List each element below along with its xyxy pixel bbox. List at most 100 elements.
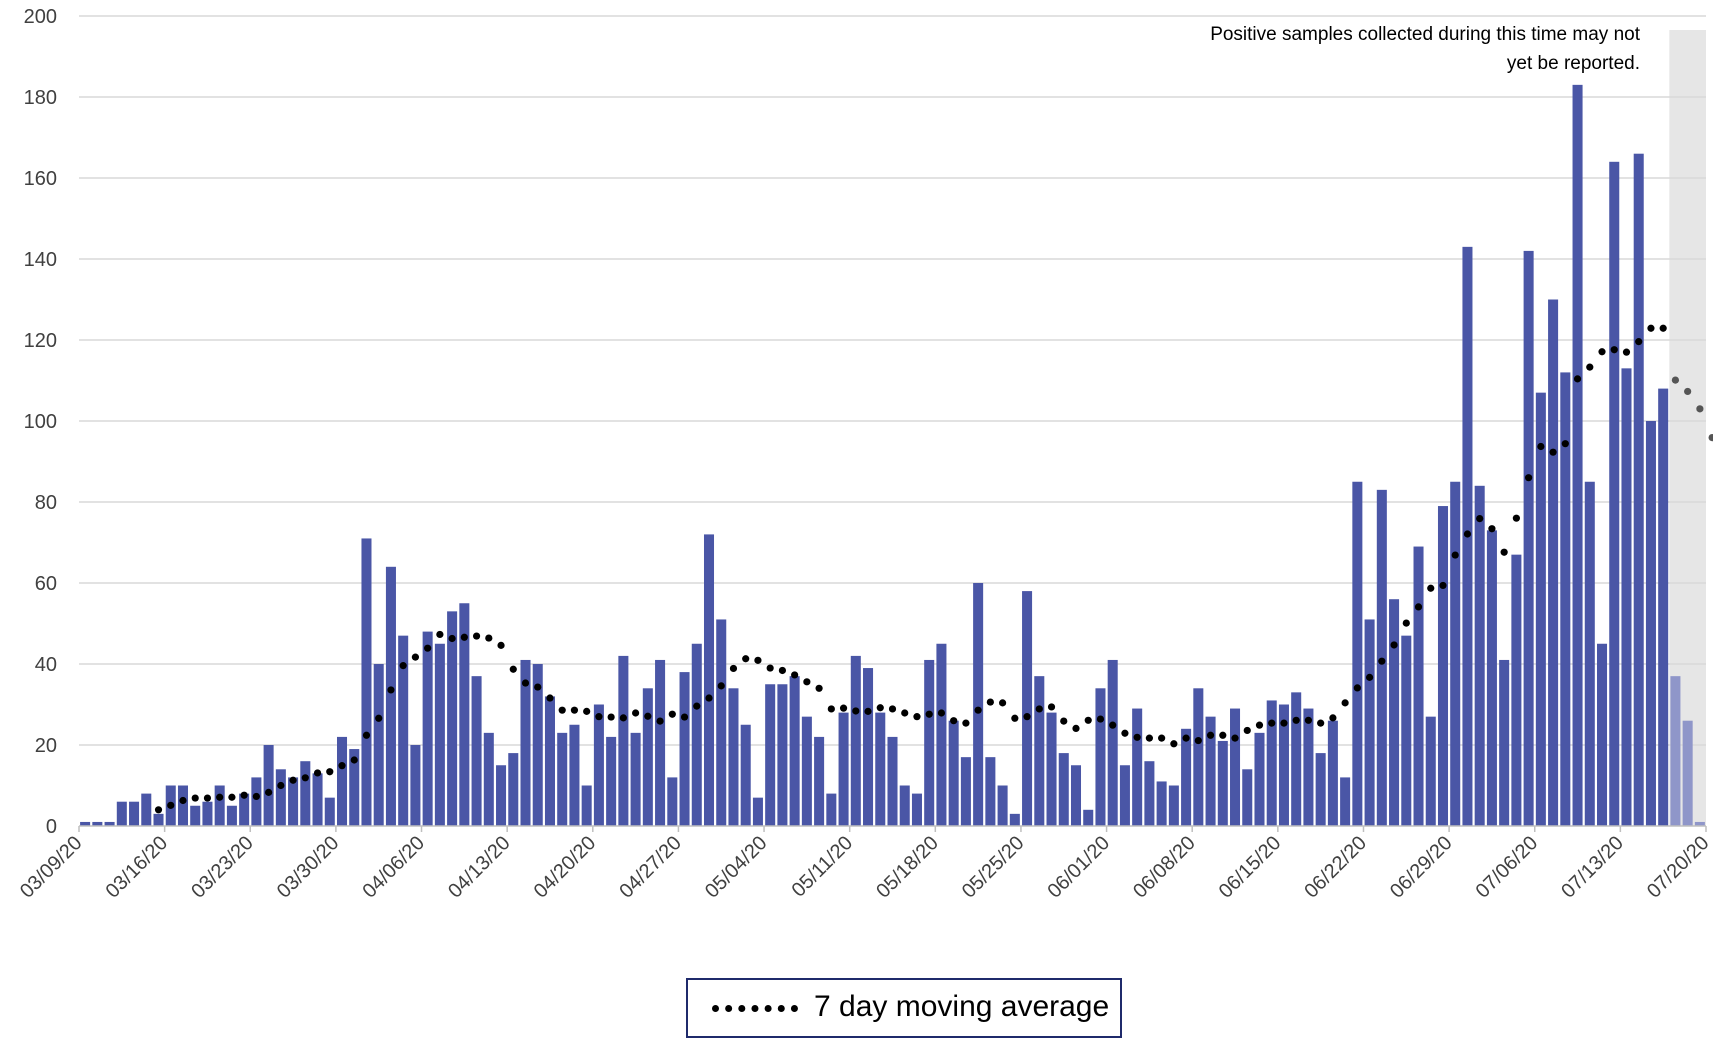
bar — [385, 566, 396, 826]
bar — [740, 724, 751, 826]
moving-average-point — [595, 713, 603, 721]
moving-average-point — [583, 707, 591, 715]
y-tick-label: 200 — [24, 6, 57, 28]
moving-average-point — [1133, 733, 1141, 741]
moving-average-point — [1390, 641, 1398, 649]
legend-label: 7 day moving average — [814, 990, 1110, 1023]
bar — [899, 785, 910, 826]
bar — [1168, 785, 1179, 826]
moving-average-point — [1598, 348, 1606, 356]
moving-average-point — [766, 664, 774, 672]
bar — [936, 643, 947, 826]
moving-average-point — [998, 699, 1007, 707]
bar — [508, 753, 519, 826]
moving-average-point — [668, 710, 676, 718]
bar — [336, 736, 348, 826]
bar — [1009, 813, 1020, 826]
bar — [667, 777, 678, 826]
moving-average-point — [742, 655, 750, 663]
moving-average-point — [1280, 719, 1288, 727]
bar — [459, 603, 470, 826]
bar — [716, 619, 727, 826]
bar — [1597, 643, 1608, 826]
x-tick-label: 05/11/20 — [788, 832, 858, 902]
bar — [777, 684, 788, 826]
moving-average-point — [925, 710, 933, 718]
moving-average-point — [203, 794, 212, 802]
bar — [1242, 769, 1253, 826]
moving-average-point — [1158, 734, 1166, 742]
bar — [655, 659, 666, 826]
moving-average-point — [509, 665, 517, 673]
bar — [1144, 761, 1155, 826]
moving-average-point — [326, 768, 334, 776]
bar — [275, 769, 286, 826]
x-tick-label: 06/01/20 — [1044, 832, 1115, 903]
moving-average-point — [1047, 703, 1056, 711]
moving-average-point — [1622, 348, 1631, 356]
moving-average-point — [1292, 716, 1300, 724]
moving-average-point — [521, 679, 530, 687]
moving-average-point — [436, 630, 444, 639]
moving-average-point — [570, 706, 579, 714]
bar — [141, 793, 152, 826]
x-tick-label: 05/04/20 — [701, 832, 772, 903]
bar — [398, 635, 409, 826]
x-tick-label: 07/20/20 — [1643, 832, 1713, 903]
moving-average-point — [362, 731, 371, 739]
bar — [1156, 781, 1167, 826]
bar — [691, 643, 702, 826]
bar — [924, 659, 935, 826]
bar — [1058, 753, 1069, 826]
bar — [1584, 481, 1595, 826]
bar — [960, 757, 971, 826]
bar — [1291, 692, 1302, 826]
moving-average-point — [1268, 719, 1276, 727]
moving-average-point — [546, 694, 554, 702]
bar — [1278, 704, 1289, 826]
moving-average-point — [1561, 440, 1569, 448]
bar — [1315, 753, 1326, 826]
bar — [1560, 372, 1571, 826]
x-tick-labels: 03/09/20 03/16/20 03/23/20 03/30/20 04/06/20… — [16, 832, 1713, 903]
moving-average-point — [460, 633, 468, 641]
bar — [1340, 777, 1351, 826]
moving-average-point — [839, 704, 848, 712]
moving-average-point — [1035, 705, 1043, 713]
y-tick-label: 120 — [24, 330, 57, 352]
bar — [116, 801, 127, 826]
bar — [679, 672, 690, 826]
bar — [312, 773, 323, 826]
legend: 7 day moving average — [686, 978, 1122, 1038]
bar — [496, 765, 507, 826]
moving-average-point — [411, 653, 420, 661]
moving-average-point — [1463, 530, 1472, 538]
x-tick-label: 04/27/20 — [615, 832, 686, 903]
bar — [789, 676, 800, 826]
moving-average-point — [1671, 376, 1680, 384]
moving-average-point — [301, 774, 309, 782]
moving-average-legend-swatch — [712, 1005, 798, 1012]
moving-average-point — [558, 706, 566, 714]
x-tick-label: 04/13/20 — [444, 832, 515, 903]
moving-average-point — [864, 707, 872, 715]
bar — [129, 801, 140, 826]
moving-average-point — [1096, 715, 1105, 723]
bar — [1609, 161, 1620, 827]
bar — [177, 785, 188, 826]
bar — [1193, 688, 1204, 826]
moving-average-point — [387, 686, 395, 694]
bar — [349, 749, 360, 826]
moving-average-point — [1072, 724, 1080, 732]
y-tick-label: 80 — [35, 492, 57, 514]
bar — [1450, 481, 1461, 826]
moving-average-point — [1243, 726, 1251, 735]
moving-average-point — [1549, 448, 1557, 456]
bar — [1266, 700, 1277, 826]
bar — [190, 805, 201, 826]
moving-average-point — [986, 698, 994, 706]
bar — [1205, 716, 1216, 826]
y-tick-label: 160 — [24, 168, 57, 190]
bar — [1217, 740, 1228, 826]
moving-average-point — [240, 791, 248, 799]
